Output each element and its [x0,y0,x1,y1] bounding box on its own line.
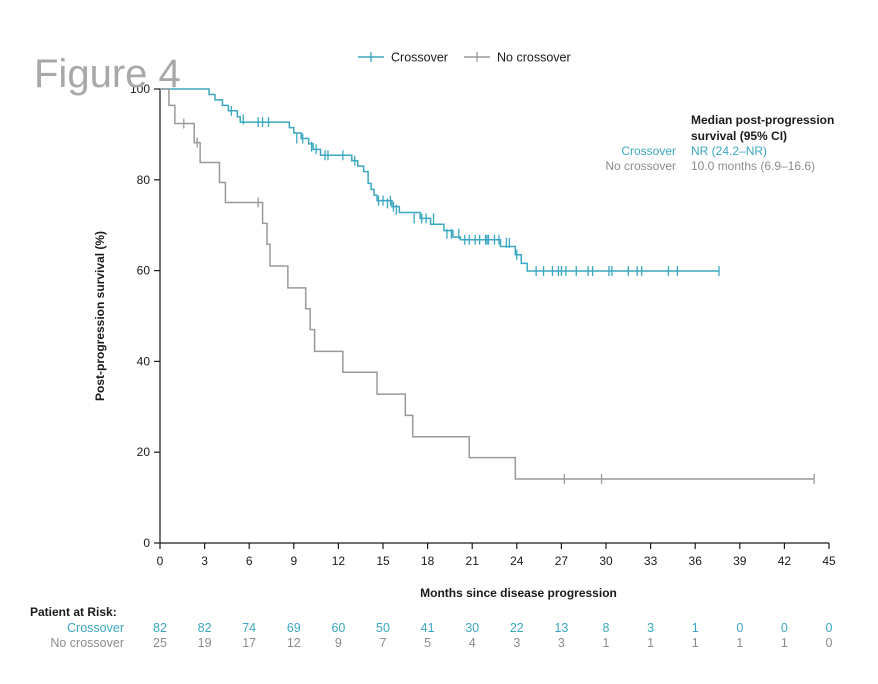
x-tick-label: 3 [201,554,208,568]
risk-count: 69 [287,621,301,635]
risk-count: 1 [736,636,743,650]
risk-count: 74 [242,621,256,635]
y-axis-title: Post-progression survival (%) [93,231,107,401]
risk-count: 3 [513,636,520,650]
x-tick-label: 21 [466,554,480,568]
risk-count: 1 [692,636,699,650]
x-tick-label: 42 [778,554,792,568]
median-group-label: No crossover [605,159,676,173]
y-tick-label: 100 [130,82,150,96]
risk-count: 22 [510,621,524,635]
legend: Crossover No crossover [358,51,571,65]
x-tick-label: 36 [689,554,703,568]
risk-table-title: Patient at Risk: [30,605,117,619]
y-tick-label: 60 [137,264,151,278]
y-tick-label: 40 [137,354,151,368]
x-tick-label: 15 [376,554,390,568]
risk-count: 30 [465,621,479,635]
x-axis-title: Months since disease progression [420,586,617,600]
median-value: 10.0 months (6.9–16.6) [691,159,815,173]
x-tick-label: 45 [822,554,836,568]
risk-count: 82 [153,621,167,635]
risk-count: 1 [603,636,610,650]
risk-row-label: Crossover [67,621,124,635]
risk-count: 12 [287,636,301,650]
x-tick-label: 6 [246,554,253,568]
figure-label: Figure 4 [34,52,181,96]
risk-count: 1 [647,636,654,650]
x-tick-label: 27 [555,554,569,568]
risk-count: 0 [826,621,833,635]
median-group-label: Crossover [621,144,676,158]
risk-count: 7 [380,636,387,650]
risk-count: 13 [554,621,568,635]
legend-label: No crossover [497,51,571,65]
risk-count: 4 [469,636,476,650]
y-tick-label: 0 [143,536,150,550]
risk-count: 0 [826,636,833,650]
risk-count: 3 [558,636,565,650]
risk-count: 25 [153,636,167,650]
risk-count: 1 [781,636,788,650]
survival-curves [160,88,815,484]
risk-count: 41 [421,621,435,635]
y-tick-label: 80 [137,173,151,187]
risk-count: 17 [242,636,256,650]
risk-row-label: No crossover [50,636,124,650]
risk-count: 50 [376,621,390,635]
risk-count: 1 [692,621,699,635]
x-tick-label: 12 [332,554,346,568]
risk-count: 82 [198,621,212,635]
median-survival-box: Median post-progression survival (95% CI)… [605,113,834,173]
x-tick-label: 18 [421,554,435,568]
risk-count: 0 [736,621,743,635]
risk-count: 19 [198,636,212,650]
risk-table: Patient at Risk:Crossover 82 82 74 69 60 50 41 3… [30,605,833,650]
x-tick-label: 30 [599,554,613,568]
risk-count: 0 [781,621,788,635]
median-heading-1: Median post-progression [691,113,834,127]
risk-count: 8 [603,621,610,635]
x-tick-label: 9 [290,554,297,568]
risk-count: 3 [647,621,654,635]
median-value: NR (24.2–NR) [691,144,767,158]
risk-count: 5 [424,636,431,650]
risk-count: 60 [331,621,345,635]
x-tick-label: 24 [510,554,524,568]
x-tick-label: 0 [157,554,164,568]
x-tick-label: 33 [644,554,658,568]
y-tick-label: 20 [137,445,151,459]
risk-count: 9 [335,636,342,650]
x-tick-label: 39 [733,554,747,568]
median-heading-2: survival (95% CI) [691,129,787,143]
legend-label: Crossover [391,51,448,65]
